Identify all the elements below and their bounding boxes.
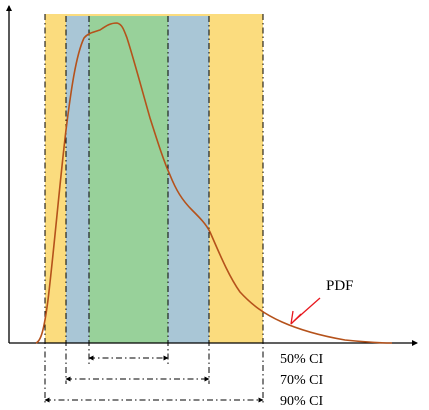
label-70-ci: 70% CI (280, 373, 324, 388)
pdf-label: PDF (326, 278, 354, 294)
pdf-pointer-arrow (290, 297, 321, 325)
pdf-pointer-head (290, 310, 302, 325)
label-50-ci: 50% CI (280, 352, 324, 367)
boundary-lines (44, 14, 264, 404)
label-90-ci: 90% CI (280, 394, 324, 409)
pdf-curve (35, 22, 393, 344)
band-50-ci (89, 16, 168, 343)
